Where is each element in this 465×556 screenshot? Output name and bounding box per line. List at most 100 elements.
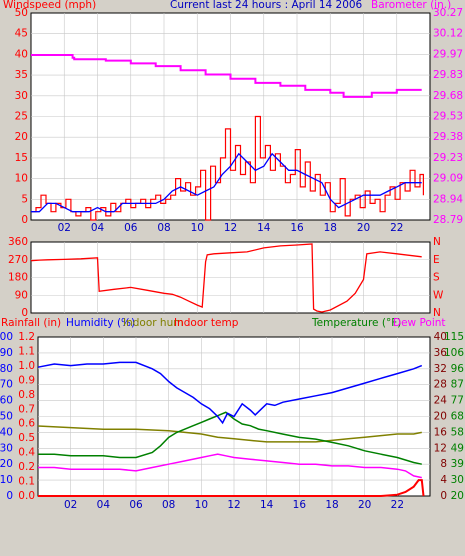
wind-tick-label: 25 bbox=[15, 111, 28, 123]
humidity-tick-label: 60 bbox=[0, 395, 13, 407]
hour-tick-label: 10 bbox=[191, 222, 204, 234]
direction-tick-label: 270 bbox=[8, 254, 28, 266]
direction-tick-label: 360 bbox=[8, 236, 28, 248]
humidity-tick-label: 90 bbox=[0, 347, 13, 359]
temperature-tick-label: 39 bbox=[451, 458, 464, 470]
direction-tick-label: 180 bbox=[8, 272, 28, 284]
compass-label: N bbox=[433, 307, 441, 319]
rainfall-tick-label: 0.7 bbox=[18, 403, 35, 415]
hour-tick-label: 18 bbox=[324, 222, 337, 234]
temperature-tick-label: 96 bbox=[451, 363, 465, 375]
climate-hour-tick-label: 18 bbox=[325, 499, 338, 511]
wind-direction-line bbox=[30, 243, 422, 313]
barometer-tick-label: 29.53 bbox=[433, 111, 463, 123]
indoor-temp-tick-label: 4 bbox=[440, 474, 447, 486]
hour-tick-label: 20 bbox=[357, 222, 370, 234]
hour-tick-label: 12 bbox=[224, 222, 237, 234]
climate-hour-tick-label: 12 bbox=[227, 499, 240, 511]
rainfall-tick-label: 1.0 bbox=[18, 360, 35, 372]
chart-title: Current last 24 hours : April 14 2006 bbox=[170, 0, 363, 11]
climate-hour-tick-label: 08 bbox=[162, 499, 175, 511]
hour-tick-label: 16 bbox=[290, 222, 304, 234]
indoor-temp-tick-label: 0 bbox=[440, 490, 447, 502]
wind-tick-label: 15 bbox=[15, 152, 28, 164]
hour-tick-label: 08 bbox=[157, 222, 170, 234]
indoor-temp-tick-label: 28 bbox=[434, 379, 447, 391]
hour-tick-label: 14 bbox=[257, 222, 271, 234]
wind-tick-label: 35 bbox=[15, 69, 28, 81]
hour-tick-label: 04 bbox=[91, 222, 105, 234]
temperature-tick-label: 106 bbox=[444, 347, 464, 359]
windspeed-line bbox=[31, 115, 424, 221]
climate-hour-tick-label: 10 bbox=[195, 499, 208, 511]
humidity-tick-label: 20 bbox=[0, 458, 13, 470]
humidity-tick-label: 30 bbox=[0, 442, 13, 454]
barometer-tick-label: 30.12 bbox=[433, 28, 463, 40]
legend-dew-point: Dew Point bbox=[393, 317, 446, 329]
indoor-temp-tick-label: 20 bbox=[434, 411, 447, 423]
temperature-tick-label: 49 bbox=[451, 442, 464, 454]
legend-temperature: Temperature (°F) bbox=[311, 317, 401, 329]
wind-tick-label: 40 bbox=[15, 48, 28, 60]
wind-tick-label: 45 bbox=[15, 28, 28, 40]
rainfall-tick-label: 0.9 bbox=[18, 374, 35, 386]
compass-label: W bbox=[433, 289, 444, 301]
indoor-temp-tick-label: 16 bbox=[434, 426, 448, 438]
hour-tick-label: 22 bbox=[390, 222, 403, 234]
rainfall-tick-label: 0.8 bbox=[18, 389, 35, 401]
legend-indoor-temp: Indoor temp bbox=[174, 317, 239, 329]
indoor-temp-tick-label: 8 bbox=[440, 458, 447, 470]
indoor-temp-tick-label: 32 bbox=[434, 363, 447, 375]
indoor-temp-tick-label: 12 bbox=[434, 442, 447, 454]
direction-tick-label: 0 bbox=[21, 307, 28, 319]
humidity-tick-label: 10 bbox=[0, 474, 13, 486]
rainfall-tick-label: 0.5 bbox=[18, 432, 35, 444]
hour-tick-label: 02 bbox=[58, 222, 71, 234]
hour-tick-label: 06 bbox=[124, 222, 138, 234]
humidity-tick-label: 0 bbox=[6, 490, 13, 502]
climate-hour-tick-label: 16 bbox=[293, 499, 307, 511]
compass-label: S bbox=[433, 272, 440, 284]
wind-tick-label: 5 bbox=[21, 193, 28, 205]
rainfall-tick-label: 0.2 bbox=[18, 461, 35, 473]
temperature-tick-label: 77 bbox=[451, 395, 464, 407]
indoor-temp-tick-label: 24 bbox=[434, 395, 448, 407]
wind-tick-label: 10 bbox=[15, 173, 28, 185]
rainfall-tick-label: 1.2 bbox=[18, 331, 35, 343]
barometer-tick-label: 28.79 bbox=[433, 214, 463, 226]
barometer-tick-label: 29.68 bbox=[433, 90, 463, 102]
temperature-tick-label: 30 bbox=[451, 474, 464, 486]
humidity-tick-label: 70 bbox=[0, 379, 13, 391]
barometer-line bbox=[31, 54, 422, 98]
temperature-tick-label: 20 bbox=[451, 490, 464, 502]
temperature-tick-label: 58 bbox=[451, 426, 464, 438]
wind-average-line bbox=[31, 152, 422, 213]
wind-tick-label: 20 bbox=[15, 131, 28, 143]
temperature-tick-label: 68 bbox=[451, 411, 464, 423]
direction-tick-label: 90 bbox=[15, 289, 28, 301]
climate-hour-tick-label: 06 bbox=[129, 499, 143, 511]
humidity-tick-label: 80 bbox=[0, 363, 13, 375]
wind-axis-label: Windspeed (mph) bbox=[3, 0, 96, 11]
climate-hour-tick-label: 14 bbox=[260, 499, 274, 511]
barometer-tick-label: 29.38 bbox=[433, 131, 463, 143]
compass-label: N bbox=[433, 236, 441, 248]
legend-humidity: Humidity (%) bbox=[66, 317, 135, 329]
compass-label: E bbox=[433, 254, 440, 266]
rainfall-tick-label: 0.1 bbox=[18, 476, 35, 488]
dew-point-line bbox=[38, 453, 422, 479]
humidity-tick-label: 40 bbox=[0, 426, 13, 438]
temperature-line bbox=[38, 411, 422, 465]
rainfall-tick-label: 0.0 bbox=[18, 490, 35, 502]
indoor-temp-tick-label: 40 bbox=[434, 331, 447, 343]
temperature-tick-label: 115 bbox=[444, 331, 464, 343]
indoor-hum-line bbox=[37, 425, 422, 443]
barometer-tick-label: 28.94 bbox=[433, 193, 463, 205]
barometer-axis-label: Barometer (in.) bbox=[371, 0, 451, 11]
temperature-tick-label: 87 bbox=[451, 379, 464, 391]
barometer-tick-label: 29.97 bbox=[433, 48, 463, 60]
humidity-tick-label: 50 bbox=[0, 411, 13, 423]
barometer-tick-label: 29.83 bbox=[433, 69, 463, 81]
rainfall-tick-label: 1.1 bbox=[18, 345, 35, 357]
legend-indoor-hum: Indoor hum bbox=[123, 317, 183, 329]
